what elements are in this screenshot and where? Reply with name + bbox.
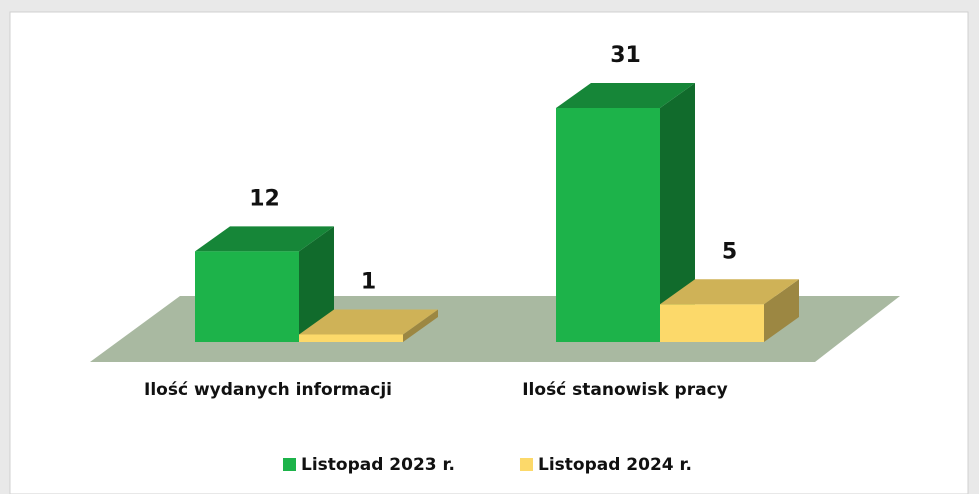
legend-label: Listopad 2024 r.	[538, 455, 692, 475]
bar	[556, 82, 695, 342]
bar-face	[195, 251, 299, 342]
bar-face	[195, 226, 334, 252]
bar-face	[660, 82, 695, 342]
legend-label: Listopad 2023 r.	[301, 455, 455, 475]
data-label: 12	[249, 186, 280, 211]
data-label: 5	[722, 239, 737, 264]
bar-face	[403, 309, 438, 342]
bar	[299, 309, 438, 342]
bar-face	[660, 279, 799, 305]
bar-face	[556, 82, 695, 108]
bar	[660, 279, 799, 342]
bar-face	[556, 107, 660, 342]
bar-face	[299, 226, 334, 342]
legend-swatch	[520, 458, 533, 471]
chart-panel	[9, 11, 969, 494]
x-tick-label: Ilość wydanych informacji	[144, 380, 392, 400]
data-label: 1	[361, 269, 376, 294]
x-tick-label: Ilość stanowisk pracy	[522, 380, 728, 400]
bar-face	[660, 304, 764, 342]
bar	[195, 226, 334, 342]
legend-swatch	[283, 458, 296, 471]
bar-face	[299, 309, 438, 335]
bar-face	[299, 334, 403, 342]
bar-face	[764, 279, 799, 342]
data-label: 31	[610, 43, 641, 68]
